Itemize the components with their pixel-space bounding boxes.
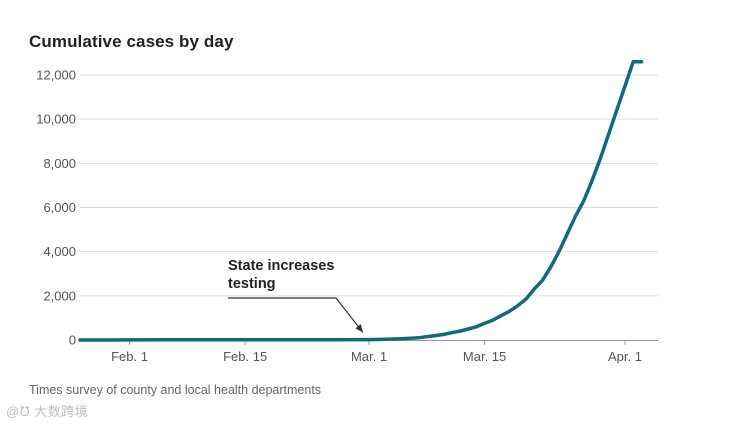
gridlines xyxy=(80,74,658,297)
x-tick-label: Apr. 1 xyxy=(608,349,642,364)
source-note: Times survey of county and local health … xyxy=(29,383,322,397)
annotation-text: State increases xyxy=(228,258,334,274)
annotation-text: testing xyxy=(228,276,276,292)
series-line xyxy=(78,60,644,342)
x-tick-label: Mar. 15 xyxy=(463,349,506,364)
chart-title: Cumulative cases by day xyxy=(29,32,234,51)
annotation-arrowhead xyxy=(355,324,363,333)
axes: 0 2,000 4,000 6,000 8,000 10,000 12,000 Feb. 1 F… xyxy=(36,68,658,364)
y-tick-label: 10,000 xyxy=(36,112,76,127)
y-tick-label: 12,000 xyxy=(36,68,76,83)
y-tick-label: 6,000 xyxy=(43,200,76,215)
x-tick-label: Feb. 1 xyxy=(111,349,148,364)
y-tick-label: 2,000 xyxy=(43,288,76,303)
annotation-leader-line xyxy=(228,297,364,333)
series-layer xyxy=(78,60,644,342)
y-tick-label: 0 xyxy=(69,333,76,348)
y-tick-label: 8,000 xyxy=(43,156,76,171)
x-tick-label: Feb. 15 xyxy=(223,349,267,364)
annotation-layer: State increases testing xyxy=(228,258,364,333)
x-tick-label: Mar. 1 xyxy=(351,349,387,364)
watermark: @℧ 大数跨境 xyxy=(6,404,89,419)
y-tick-label: 4,000 xyxy=(43,244,76,259)
